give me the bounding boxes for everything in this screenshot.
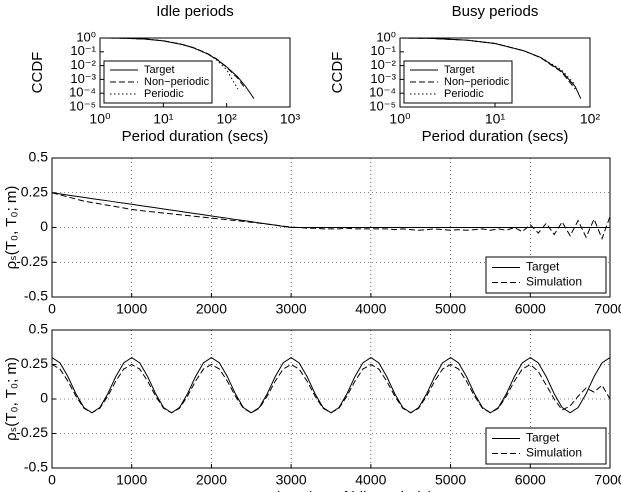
x-axis-label: Period duration (secs) bbox=[122, 128, 269, 145]
legend-label: Simulation bbox=[526, 275, 582, 289]
x-tick-label: 10² bbox=[217, 111, 238, 127]
x-tick-label: 10⁰ bbox=[389, 111, 411, 127]
x-tick-label: 0 bbox=[48, 472, 56, 488]
y-tick-label: 0.25 bbox=[21, 183, 48, 199]
series-line bbox=[99, 37, 239, 90]
y-tick-label: 0.5 bbox=[29, 149, 49, 165]
x-axis-label: Lag m (number of idle periods) bbox=[229, 489, 433, 492]
y-tick-label: 0 bbox=[40, 390, 48, 406]
y-tick-label: 10⁰ bbox=[76, 29, 96, 44]
x-tick-label: 3000 bbox=[276, 472, 307, 488]
x-tick-label: 4000 bbox=[355, 301, 386, 317]
y-tick-label: 10⁻² bbox=[70, 57, 96, 72]
legend-label: Non−periodic bbox=[444, 76, 510, 88]
legend-box bbox=[485, 427, 607, 465]
series-line bbox=[51, 192, 611, 241]
y-axis-label: ρₛ(T₀, T₀; m) bbox=[3, 186, 20, 270]
series-line bbox=[51, 192, 610, 228]
x-tick-label: 5000 bbox=[435, 472, 466, 488]
series-line bbox=[51, 363, 611, 414]
plot-frame bbox=[51, 157, 611, 298]
y-tick-label: 10⁻³ bbox=[370, 71, 396, 86]
x-tick-label: 10² bbox=[580, 111, 601, 127]
panel-title: Busy periods bbox=[452, 3, 539, 20]
y-axis-label: CCDF bbox=[329, 52, 346, 94]
plot-frame bbox=[51, 329, 611, 469]
legend-label: Simulation bbox=[526, 446, 582, 460]
x-tick-label: 0 bbox=[48, 301, 56, 317]
plot-frame bbox=[99, 37, 291, 108]
legend-box bbox=[403, 60, 513, 104]
legend-label: Target bbox=[444, 64, 475, 76]
x-tick-label: 4000 bbox=[355, 472, 386, 488]
x-tick-label: 7000 bbox=[594, 301, 621, 317]
x-tick-label: 1000 bbox=[116, 472, 147, 488]
y-tick-label: -0.5 bbox=[24, 459, 48, 475]
y-tick-label: -0.25 bbox=[16, 253, 48, 269]
x-tick-label: 1000 bbox=[116, 301, 147, 317]
y-tick-label: 10⁻¹ bbox=[70, 43, 96, 58]
legend-label: Non−periodic bbox=[144, 76, 210, 88]
y-tick-label: 0.25 bbox=[21, 355, 48, 371]
y-tick-label: 10⁻⁵ bbox=[369, 98, 396, 113]
y-tick-label: 10⁻¹ bbox=[370, 43, 396, 58]
y-axis-label: CCDF bbox=[29, 52, 46, 94]
x-tick-label: 10¹ bbox=[485, 111, 506, 127]
x-tick-label: 10⁰ bbox=[89, 111, 111, 127]
legend-label: Target bbox=[144, 64, 175, 76]
x-tick-label: 6000 bbox=[515, 301, 546, 317]
y-tick-label: 10⁻² bbox=[370, 57, 396, 72]
legend-label: Periodic bbox=[144, 88, 184, 100]
y-tick-label: 10⁻⁴ bbox=[369, 85, 396, 100]
y-tick-label: 0 bbox=[40, 218, 48, 234]
x-axis-label: Period duration (secs) bbox=[422, 128, 569, 145]
y-tick-label: 10⁰ bbox=[376, 29, 396, 44]
y-axis-label: ρₛ(T₀, T₀; m) bbox=[3, 357, 20, 441]
legend-label: Target bbox=[526, 260, 560, 274]
y-tick-label: 10⁻³ bbox=[70, 71, 96, 86]
y-tick-label: -0.25 bbox=[16, 424, 48, 440]
y-tick-label: -0.5 bbox=[24, 288, 48, 304]
series-line bbox=[51, 357, 611, 414]
x-tick-label: 10¹ bbox=[153, 111, 174, 127]
series-line bbox=[399, 37, 576, 90]
plot-frame bbox=[399, 37, 591, 108]
legend-label: Target bbox=[526, 431, 560, 445]
x-tick-label: 2000 bbox=[196, 472, 227, 488]
panel-title: Idle periods bbox=[156, 3, 234, 20]
x-tick-label: 7000 bbox=[594, 472, 621, 488]
x-tick-label: 6000 bbox=[515, 472, 546, 488]
series-line bbox=[99, 37, 247, 90]
x-tick-label: 3000 bbox=[276, 301, 307, 317]
x-tick-label: 2000 bbox=[196, 301, 227, 317]
y-tick-label: 10⁻⁵ bbox=[69, 98, 96, 113]
y-tick-label: 10⁻⁴ bbox=[69, 85, 96, 100]
x-tick-label: 10³ bbox=[280, 111, 301, 127]
y-tick-label: 0.5 bbox=[29, 321, 49, 337]
legend-box bbox=[485, 256, 607, 294]
x-tick-label: 5000 bbox=[435, 301, 466, 317]
legend-label: Periodic bbox=[444, 88, 484, 100]
